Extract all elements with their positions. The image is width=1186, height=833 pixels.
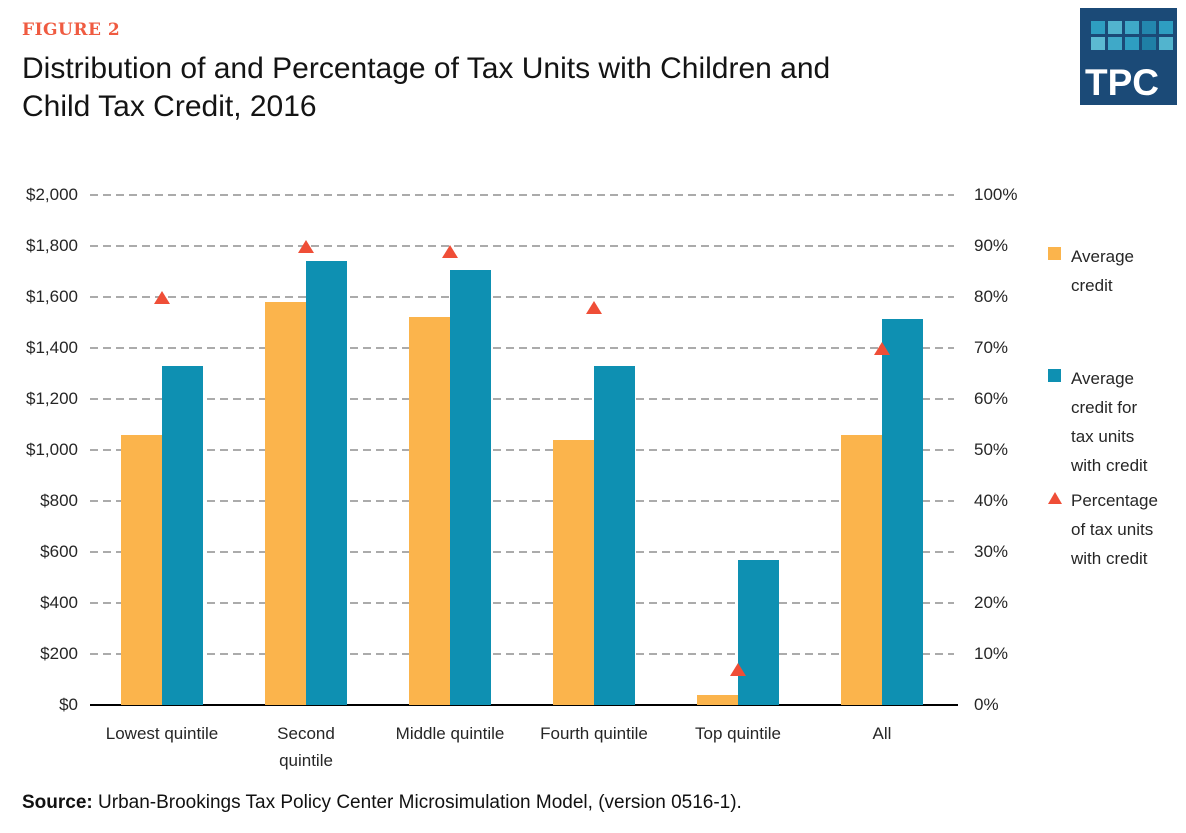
bar-average-credit-with-credit-1	[306, 261, 347, 705]
y-axis-tick-right: 60%	[974, 389, 1009, 408]
tpc-logo: TPC	[1080, 8, 1177, 105]
legend-square-icon	[1048, 247, 1061, 260]
y-axis-tick-right: 50%	[974, 440, 1009, 459]
gridline-$1,600	[90, 296, 954, 298]
x-axis-label-2: Middle quintile	[395, 724, 505, 743]
y-axis-tick-left: $200	[40, 644, 78, 663]
bar-average-credit-3	[553, 439, 594, 705]
bar-average-credit-with-credit-4	[738, 559, 779, 705]
bar-average-credit-1	[265, 302, 306, 705]
y-axis-tick-left: $600	[40, 542, 78, 561]
source-note: Source: Urban-Brookings Tax Policy Cente…	[22, 792, 742, 814]
x-axis-line	[90, 704, 958, 706]
legend-label-2: Percentage of tax units with credit	[1071, 491, 1158, 568]
marker-percentage-with-credit-1	[298, 240, 314, 253]
legend-square-icon	[1048, 369, 1061, 382]
y-axis-tick-left: $1,200	[26, 389, 78, 408]
y-axis-tick-right: 80%	[974, 287, 1009, 306]
y-axis-tick-left: $0	[59, 695, 78, 714]
y-axis-tick-left: $1,400	[26, 338, 78, 357]
legend-item-1: Average credit for tax units with credit	[1048, 364, 1186, 480]
gridline-$600	[90, 551, 954, 553]
y-axis-tick-left: $1,600	[26, 287, 78, 306]
marker-percentage-with-credit-3	[586, 301, 602, 315]
gridline-$800	[90, 500, 954, 502]
legend-label-1: Average credit for tax units with credit	[1071, 369, 1148, 475]
y-axis-tick-right: 70%	[974, 338, 1009, 357]
y-axis-tick-right: 90%	[974, 236, 1009, 255]
x-axis-label-0: Lowest quintile	[105, 724, 219, 743]
tpc-logo-square-4	[1159, 21, 1173, 34]
marker-percentage-with-credit-2	[442, 245, 458, 259]
legend-item-0: Average credit	[1048, 242, 1186, 300]
tpc-logo-square-3	[1142, 21, 1156, 34]
tpc-logo-square-7	[1125, 37, 1139, 50]
gridline-$200	[90, 653, 954, 655]
source-label: Source:	[22, 792, 93, 813]
figure-number-label: FIGURE 2	[22, 20, 121, 40]
bar-average-credit-0	[121, 434, 162, 705]
tpc-logo-squares-grid	[1091, 21, 1173, 50]
legend-label-0: Average credit	[1071, 247, 1135, 295]
bar-average-credit-with-credit-3	[594, 365, 635, 705]
y-axis-tick-left: $2,000	[26, 185, 78, 204]
gridline-$1,200	[90, 398, 954, 400]
bar-average-credit-2	[409, 317, 450, 705]
y-axis-tick-right: 30%	[974, 542, 1009, 561]
y-axis-tick-right: 0%	[974, 695, 999, 714]
bar-average-credit-with-credit-0	[162, 365, 203, 705]
tpc-logo-square-9	[1159, 37, 1173, 50]
x-axis-label-3: Fourth quintile	[540, 724, 648, 743]
tpc-logo-text: TPC	[1085, 62, 1159, 103]
y-axis-tick-left: $1,800	[26, 236, 78, 255]
title-line-2: Child Tax Credit, 2016	[22, 90, 317, 123]
y-axis-tick-right: 20%	[974, 593, 1009, 612]
x-axis-label-1: Second quintile	[277, 724, 335, 770]
x-axis-label-4: Top quintile	[694, 724, 781, 743]
gridline-$1,400	[90, 347, 954, 349]
y-axis-tick-left: $400	[40, 593, 78, 612]
gridline-$1,000	[90, 449, 954, 451]
tpc-logo-square-0	[1091, 21, 1105, 34]
bar-average-credit-5	[841, 434, 882, 705]
gridline-$1,800	[90, 245, 954, 247]
tpc-logo-square-5	[1091, 37, 1105, 50]
tpc-logo-square-6	[1108, 37, 1122, 50]
y-axis-tick-right: 10%	[974, 644, 1009, 663]
bar-average-credit-with-credit-2	[450, 270, 491, 705]
tpc-logo-square-1	[1108, 21, 1122, 34]
y-axis-tick-right: 100%	[974, 185, 1018, 204]
tpc-logo-square-2	[1125, 21, 1139, 34]
marker-percentage-with-credit-5	[874, 342, 890, 355]
legend-item-2: Percentage of tax units with credit	[1048, 486, 1186, 573]
gridline-$400	[90, 602, 954, 604]
page-title: Distribution of and Percentage of Tax Un…	[22, 50, 830, 126]
tpc-logo-square-8	[1142, 37, 1156, 50]
source-text: Urban-Brookings Tax Policy Center Micros…	[92, 792, 742, 813]
x-axis-label-5: All	[872, 724, 892, 743]
marker-percentage-with-credit-0	[154, 291, 170, 304]
y-axis-tick-left: $1,000	[26, 440, 78, 459]
bar-average-credit-4	[697, 694, 738, 705]
marker-percentage-with-credit-4	[730, 663, 746, 677]
y-axis-tick-left: $800	[40, 491, 78, 510]
legend-triangle-icon	[1048, 492, 1062, 504]
y-axis-tick-right: 40%	[974, 491, 1009, 510]
title-line-1: Distribution of and Percentage of Tax Un…	[22, 52, 831, 85]
bar-average-credit-with-credit-5	[882, 318, 923, 705]
gridline-$2,000	[90, 194, 954, 196]
